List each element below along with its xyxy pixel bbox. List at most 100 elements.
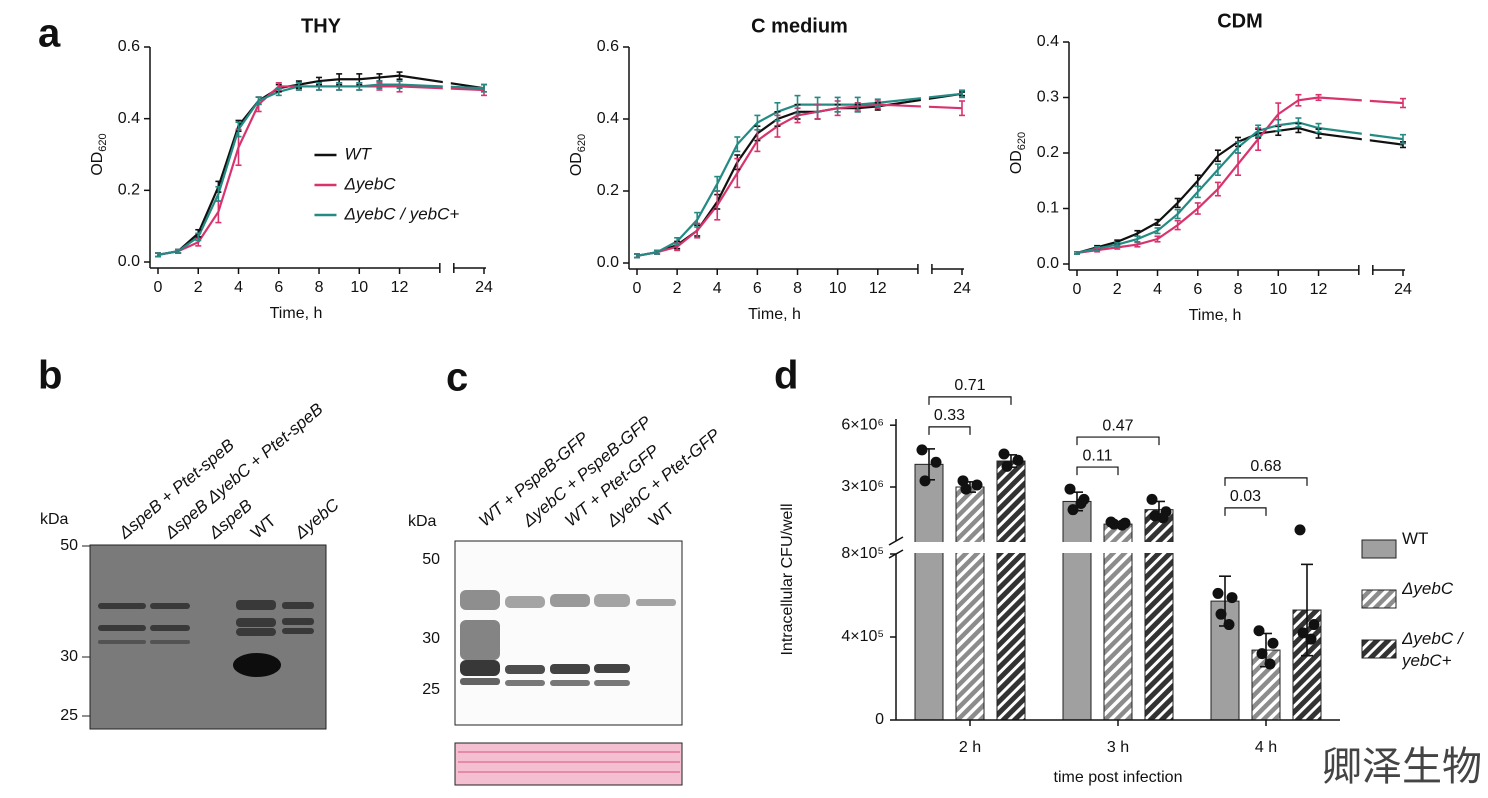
p-value: 0.03: [1230, 488, 1261, 505]
x-tick-label: 3 h: [1107, 739, 1129, 756]
x-tick-label: 0: [633, 280, 642, 297]
p-value: 0.33: [934, 407, 965, 424]
data-point: [1157, 512, 1169, 524]
p-value: 0.71: [954, 377, 985, 394]
y-tick-label: 0.4: [118, 110, 140, 127]
y-axis-label-main: OD: [568, 152, 585, 176]
x-tick-label: 2: [194, 279, 203, 296]
error-bar: [774, 102, 781, 122]
x-tick-label: 4: [713, 280, 722, 297]
data-point: [998, 448, 1010, 460]
y-axis-label-sub: 620: [576, 134, 588, 152]
error-bar: [1114, 242, 1121, 248]
error-bar: [1275, 118, 1282, 132]
error-bar: [714, 175, 721, 192]
p-value: 0.68: [1250, 458, 1281, 475]
data-point: [1294, 524, 1306, 536]
watermark: 卿泽生物: [1322, 744, 1482, 790]
error-bar: [1134, 235, 1141, 243]
lane-label: WT: [247, 511, 279, 543]
data-point: [1064, 483, 1076, 495]
ponceau-bands: [458, 751, 680, 773]
error-bar: [195, 232, 202, 242]
error-bar: [275, 87, 282, 97]
error-bar: [336, 82, 343, 91]
y-tick-label: 0.3: [1037, 89, 1059, 106]
y-axis-label-main: OD: [1008, 150, 1025, 174]
series-line: [157, 85, 485, 256]
x-axis-label: time post infection: [1054, 769, 1183, 786]
x-axis-label: Time, h: [1189, 307, 1242, 324]
data-point: [971, 479, 983, 491]
data-point: [1212, 587, 1224, 599]
panel-label: a: [38, 12, 61, 56]
x-tick-label: 24: [1394, 281, 1412, 298]
error-bar: [1400, 97, 1406, 109]
error-bar: [1214, 181, 1221, 197]
error-bar: [1194, 202, 1201, 215]
y-tick-label: 0.2: [597, 182, 619, 199]
data-point: [1267, 637, 1279, 649]
y-tick-label: 8×10⁵: [841, 545, 884, 562]
y-tick-label: 0.6: [118, 38, 140, 55]
data-point: [1075, 497, 1087, 509]
data-point: [1146, 493, 1158, 505]
x-tick-label: 6: [274, 279, 283, 296]
error-bar: [295, 82, 302, 91]
x-tick-label: 24: [953, 280, 971, 297]
panel-label: b: [38, 354, 62, 398]
legend-swatch: [1361, 539, 1397, 559]
error-bar: [1074, 250, 1080, 255]
y-axis-label: OD620: [89, 133, 109, 175]
lane-label: ΔyebC: [290, 495, 343, 544]
x-tick-label: 10: [829, 280, 847, 297]
error-bar: [674, 237, 681, 246]
error-bar: [481, 83, 487, 93]
lane-label: WT: [645, 499, 677, 531]
x-tick-label: 4 h: [1255, 739, 1277, 756]
x-tick-label: 0: [1073, 281, 1082, 298]
series-line: [1076, 126, 1404, 254]
error-bar: [1174, 208, 1181, 220]
error-bar: [1154, 235, 1161, 243]
y-axis-label-sub: 620: [1016, 132, 1028, 150]
y-axis-label: Intracellular CFU/well: [779, 503, 796, 655]
comparison-bracket: [1076, 436, 1160, 446]
axis-break-gap: [442, 35, 451, 274]
error-bar: [854, 96, 861, 113]
error-bar: [1194, 185, 1201, 199]
data-point: [1215, 608, 1227, 620]
data-point: [960, 483, 972, 495]
x-tick-label: 8: [315, 279, 324, 296]
y-tick-label: 0.2: [118, 182, 140, 199]
y-tick-label: 0.4: [1037, 33, 1059, 50]
series-line: [1076, 96, 1404, 254]
bar: [1062, 500, 1092, 721]
error-bar: [814, 96, 821, 113]
y-tick-label: 6×10⁶: [841, 416, 884, 433]
error-bar: [175, 248, 182, 254]
error-bar: [1315, 93, 1322, 102]
error-bar: [1094, 245, 1101, 251]
error-bar: [155, 252, 161, 258]
legend-label: ΔyebC / yebC+: [343, 204, 459, 223]
axis-break-gap: [920, 35, 929, 275]
axis-break-gap: [1361, 30, 1370, 276]
comparison-bracket: [1224, 477, 1308, 486]
bands: [98, 600, 314, 644]
y-tick-label: 0.0: [1037, 255, 1059, 272]
x-tick-label: 8: [793, 280, 802, 297]
error-bar: [356, 82, 363, 91]
legend-label: WT: [1402, 529, 1429, 548]
p-value: 0.47: [1102, 417, 1133, 434]
blot-b: kDa 50 30 25 ΔspeB + Ptet-speB ΔspeB Δye…: [40, 399, 343, 730]
bar: [955, 486, 985, 721]
error-bar: [376, 80, 383, 90]
x-tick-label: 10: [1269, 281, 1287, 298]
comparison-bracket: [928, 426, 971, 435]
x-tick-label: 24: [475, 279, 493, 296]
y-tick-label: 0: [875, 711, 884, 728]
p-value: 0.11: [1083, 447, 1113, 464]
legend-label: ΔyebC: [343, 174, 396, 193]
